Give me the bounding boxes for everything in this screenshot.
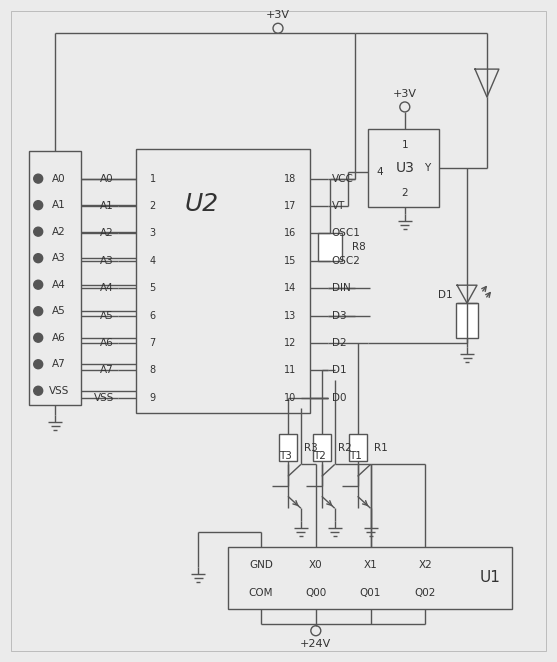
Text: +3V: +3V <box>393 89 417 99</box>
Text: 1: 1 <box>402 140 408 150</box>
Text: Q02: Q02 <box>414 588 436 598</box>
Text: U3: U3 <box>395 161 414 175</box>
Text: A7: A7 <box>52 359 66 369</box>
Text: X2: X2 <box>418 560 432 570</box>
Text: A4: A4 <box>100 283 114 293</box>
Text: 18: 18 <box>284 173 296 183</box>
Text: X1: X1 <box>364 560 378 570</box>
Text: A4: A4 <box>52 280 66 290</box>
Text: VCC: VCC <box>332 173 354 183</box>
Text: 17: 17 <box>284 201 296 211</box>
Text: Q00: Q00 <box>305 588 326 598</box>
Text: A6: A6 <box>100 338 114 348</box>
Text: 10: 10 <box>284 393 296 402</box>
Text: D0: D0 <box>332 393 346 402</box>
Text: Q01: Q01 <box>360 588 381 598</box>
Text: 5: 5 <box>150 283 156 293</box>
Text: 8: 8 <box>150 365 156 375</box>
Text: A0: A0 <box>100 173 114 183</box>
Bar <box>30 151 81 404</box>
Circle shape <box>34 359 43 369</box>
Text: 4: 4 <box>150 256 156 266</box>
Text: GND: GND <box>249 560 273 570</box>
Text: +24V: +24V <box>300 639 331 649</box>
Text: 13: 13 <box>284 310 296 320</box>
Text: DIN: DIN <box>332 283 350 293</box>
Text: A0: A0 <box>52 173 66 183</box>
Text: A3: A3 <box>52 253 66 263</box>
Text: 16: 16 <box>284 228 296 238</box>
Text: A2: A2 <box>52 226 66 237</box>
Circle shape <box>34 280 43 289</box>
Bar <box>349 434 367 461</box>
Text: R2: R2 <box>338 442 351 453</box>
Text: A2: A2 <box>100 228 114 238</box>
Text: OSC2: OSC2 <box>332 256 360 266</box>
Circle shape <box>34 254 43 263</box>
Text: T3: T3 <box>280 451 292 461</box>
Text: A3: A3 <box>100 256 114 266</box>
Text: VSS: VSS <box>49 386 69 396</box>
Text: A1: A1 <box>100 201 114 211</box>
Text: 3: 3 <box>150 228 156 238</box>
Circle shape <box>34 333 43 342</box>
Bar <box>279 434 297 461</box>
Text: +3V: +3V <box>266 11 290 21</box>
Text: 14: 14 <box>284 283 296 293</box>
Bar <box>368 129 439 207</box>
Text: OSC1: OSC1 <box>332 228 360 238</box>
Text: A6: A6 <box>52 333 66 343</box>
Text: Y: Y <box>424 163 430 173</box>
Text: 7: 7 <box>150 338 156 348</box>
Bar <box>318 234 341 261</box>
Bar <box>228 547 512 609</box>
Text: U2: U2 <box>185 191 219 216</box>
Text: A5: A5 <box>100 310 114 320</box>
Text: 2: 2 <box>402 187 408 197</box>
Text: D2: D2 <box>332 338 346 348</box>
Text: 12: 12 <box>284 338 296 348</box>
Text: R3: R3 <box>304 442 317 453</box>
Text: VT: VT <box>332 201 345 211</box>
Text: 9: 9 <box>150 393 156 402</box>
Text: D3: D3 <box>332 310 346 320</box>
Text: D1: D1 <box>332 365 346 375</box>
Text: D1: D1 <box>438 290 452 300</box>
Text: X0: X0 <box>309 560 323 570</box>
Text: VSS: VSS <box>94 393 114 402</box>
Text: R1: R1 <box>374 442 387 453</box>
Text: 4: 4 <box>376 167 383 177</box>
Text: T1: T1 <box>349 451 362 461</box>
Circle shape <box>34 174 43 183</box>
Text: T2: T2 <box>314 451 326 461</box>
Text: 15: 15 <box>284 256 296 266</box>
Text: 1: 1 <box>150 173 156 183</box>
Text: A7: A7 <box>100 365 114 375</box>
Circle shape <box>34 227 43 236</box>
Text: 6: 6 <box>150 310 156 320</box>
Text: 11: 11 <box>284 365 296 375</box>
Text: COM: COM <box>249 588 273 598</box>
Circle shape <box>34 307 43 316</box>
Text: 2: 2 <box>150 201 156 211</box>
Circle shape <box>34 201 43 210</box>
Bar <box>136 149 310 412</box>
Text: U1: U1 <box>480 571 500 585</box>
Bar <box>456 303 478 338</box>
Text: A5: A5 <box>52 307 66 316</box>
Text: R8: R8 <box>351 242 365 252</box>
Text: A1: A1 <box>52 200 66 210</box>
Bar <box>313 434 331 461</box>
Circle shape <box>34 386 43 395</box>
